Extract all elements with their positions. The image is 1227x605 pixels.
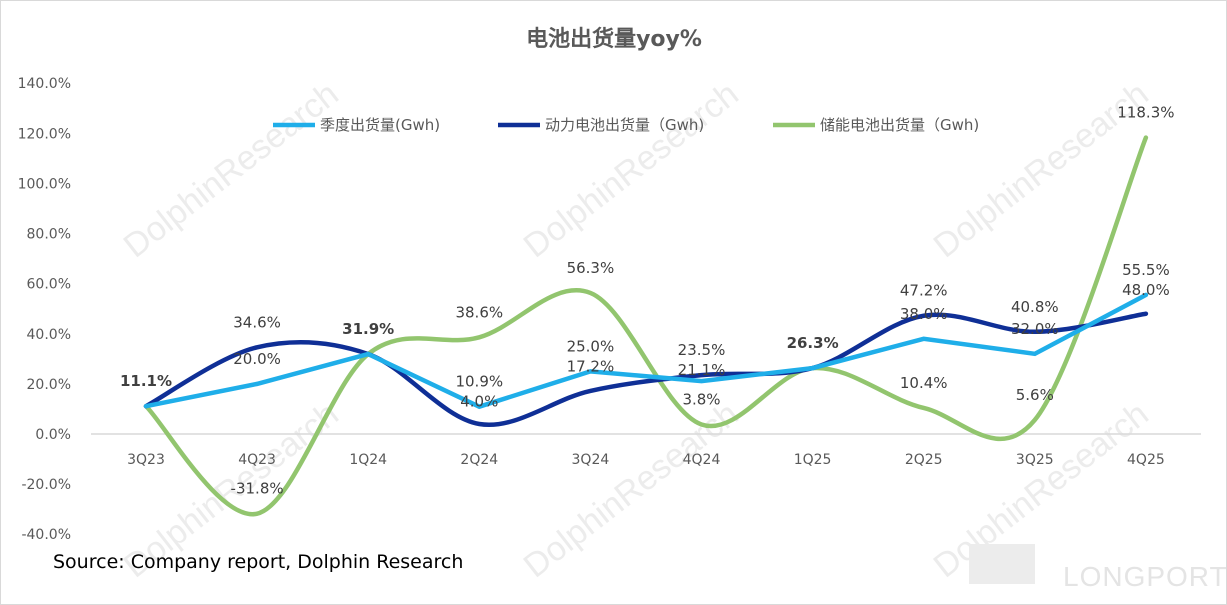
y-tick-label: 40.0%: [27, 327, 71, 343]
x-tick-label: 3Q23: [127, 452, 165, 468]
x-tick-label: 2Q25: [905, 452, 943, 468]
logo-text: LONGPORT: [1063, 561, 1227, 592]
data-label: 20.0%: [233, 350, 281, 368]
data-label: 34.6%: [233, 313, 281, 331]
y-tick-label: 140.0%: [18, 76, 71, 92]
source-note: Source: Company report, Dolphin Research: [53, 551, 464, 573]
data-label: 38.0%: [900, 305, 948, 323]
y-tick-label: 60.0%: [27, 277, 71, 293]
data-label: 26.3%: [787, 334, 839, 352]
data-label: 48.0%: [1122, 281, 1170, 299]
x-tick-label: 4Q25: [1127, 452, 1165, 468]
y-tick-label: 120.0%: [18, 126, 71, 142]
x-tick-label: 3Q24: [572, 452, 610, 468]
y-tick-label: 20.0%: [27, 377, 71, 393]
chart-title: 电池出货量yoy%: [526, 26, 702, 52]
x-tick-label: 1Q25: [794, 452, 832, 468]
data-label: 38.6%: [455, 303, 503, 321]
data-label: 32.0%: [1011, 320, 1059, 338]
data-label: 10.4%: [900, 374, 948, 392]
data-label: 23.5%: [678, 341, 726, 359]
data-label: 17.2%: [567, 357, 615, 375]
legend-label: 储能电池出货量（Gwh): [820, 116, 979, 134]
data-label: 4.0%: [460, 393, 498, 411]
x-tick-label: 2Q24: [460, 452, 498, 468]
data-label: 118.3%: [1117, 104, 1174, 122]
legend-label: 季度出货量(Gwh): [320, 116, 440, 134]
y-tick-label: 100.0%: [18, 176, 71, 192]
x-tick-label: 3Q25: [1016, 452, 1054, 468]
legend-label: 动力电池出货量（Gwh): [545, 116, 704, 134]
data-label: 40.8%: [1011, 298, 1059, 316]
y-tick-label: 0.0%: [35, 427, 71, 443]
data-label: 25.0%: [567, 337, 615, 355]
y-tick-label: 80.0%: [27, 227, 71, 243]
x-tick-label: 1Q24: [349, 452, 387, 468]
data-label: 55.5%: [1122, 261, 1170, 279]
series-line-1: [143, 311, 1149, 428]
x-tick-label: 4Q24: [683, 452, 721, 468]
data-label: 56.3%: [567, 259, 615, 277]
data-label: 47.2%: [900, 282, 948, 300]
series-line-0: [143, 292, 1149, 410]
data-label: 5.6%: [1016, 386, 1054, 404]
x-tick-label: 4Q23: [238, 452, 276, 468]
logo-mark: [969, 544, 1035, 584]
data-label: 11.1%: [120, 372, 172, 390]
y-tick-label: -20.0%: [21, 477, 71, 493]
data-label: -31.8%: [231, 480, 284, 498]
data-label: 31.9%: [342, 320, 394, 338]
data-label: 21.1%: [678, 361, 726, 379]
data-label: 10.9%: [455, 373, 503, 391]
data-label: 3.8%: [682, 390, 720, 408]
y-tick-label: -40.0%: [21, 527, 71, 543]
